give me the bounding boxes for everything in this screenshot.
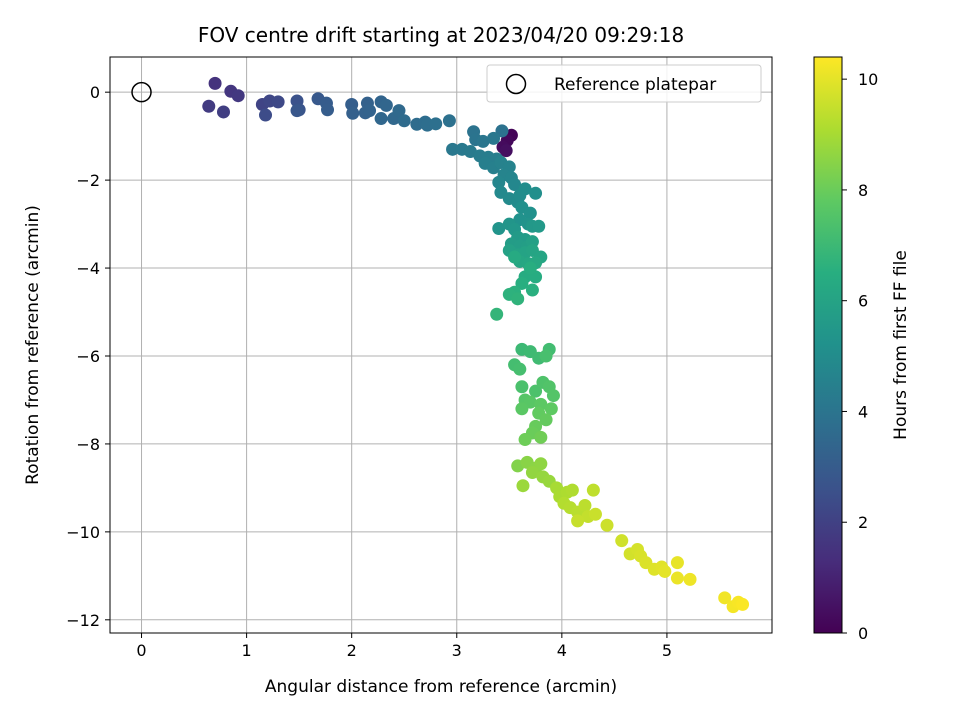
- data-point: [259, 108, 273, 122]
- data-point: [374, 112, 388, 126]
- x-tick-label: 5: [662, 641, 672, 660]
- y-axis: 0 −2 −4 −6 −8 −10 −12: [66, 83, 110, 630]
- data-point: [429, 117, 443, 131]
- data-point: [492, 175, 506, 189]
- y-tick-label: −6: [76, 347, 100, 366]
- data-point: [600, 518, 614, 532]
- data-point: [571, 514, 585, 528]
- data-point: [588, 507, 602, 521]
- data-point: [231, 89, 245, 103]
- data-point: [658, 564, 672, 578]
- y-tick-label: −4: [76, 259, 100, 278]
- data-point: [321, 103, 335, 117]
- data-point: [615, 534, 629, 548]
- y-tick-label: −12: [66, 611, 100, 630]
- data-point: [578, 498, 592, 512]
- data-point: [392, 104, 406, 118]
- data-point: [525, 466, 539, 480]
- data-point: [683, 572, 697, 586]
- data-point: [736, 597, 750, 611]
- colorbar-tick-label: 0: [858, 624, 868, 643]
- data-point: [290, 104, 304, 118]
- chart-title: FOV centre drift starting at 2023/04/20 …: [198, 23, 684, 47]
- data-point: [534, 430, 548, 444]
- plot-frame: [109, 56, 773, 634]
- colorbar-ticks: 0 2 4 6 8 10: [842, 70, 878, 643]
- grid: [110, 57, 772, 633]
- data-point: [476, 134, 490, 148]
- data-point: [208, 76, 222, 90]
- data-point: [515, 276, 529, 290]
- legend-label: Reference platepar: [554, 75, 716, 95]
- colorbar-tick-label: 10: [858, 70, 878, 89]
- reference-marker-layer: [131, 81, 152, 103]
- data-point: [516, 479, 530, 493]
- data-point: [529, 186, 543, 200]
- x-tick-label: 4: [557, 641, 567, 660]
- legend-box: [486, 64, 762, 103]
- data-point: [513, 362, 527, 376]
- colorbar-tick-label: 6: [858, 292, 868, 311]
- data-point: [202, 99, 216, 113]
- colorbar-gradient: [813, 56, 843, 634]
- data-point: [216, 105, 230, 119]
- legend: Reference platepar: [486, 64, 762, 103]
- x-tick-label: 2: [347, 641, 357, 660]
- data-point: [546, 389, 560, 403]
- data-point: [544, 402, 558, 416]
- colorbar-tick-label: 2: [858, 513, 868, 532]
- data-point: [518, 433, 532, 447]
- data-point: [534, 457, 548, 471]
- y-tick-label: 0: [90, 83, 100, 102]
- x-axis-label: Angular distance from reference (arcmin): [265, 677, 617, 697]
- y-tick-label: −2: [76, 171, 100, 190]
- colorbar: 0 2 4 6 8 10 Hours from first FF file: [813, 56, 911, 643]
- data-point: [490, 307, 504, 321]
- data-point: [446, 142, 460, 156]
- data-point: [492, 221, 506, 235]
- data-point: [442, 114, 456, 128]
- data-point: [511, 292, 525, 306]
- data-point: [271, 95, 285, 109]
- data-point: [508, 178, 522, 192]
- reference-marker: [131, 81, 152, 103]
- colorbar-tick-label: 8: [858, 181, 868, 200]
- x-tick-label: 0: [136, 641, 146, 660]
- data-point: [586, 483, 600, 497]
- data-point: [499, 144, 513, 158]
- legend-marker: [505, 73, 527, 95]
- data-points: [202, 76, 750, 614]
- data-point: [346, 106, 360, 120]
- data-point: [670, 571, 684, 585]
- data-point: [539, 349, 553, 363]
- x-tick-label: 3: [452, 641, 462, 660]
- data-point: [532, 219, 546, 233]
- y-axis-label: Rotation from reference (arcmin): [23, 205, 43, 485]
- x-axis: 0 1 2 3 4 5: [136, 633, 672, 660]
- data-point: [718, 591, 732, 605]
- data-point: [523, 206, 537, 220]
- data-point: [515, 380, 529, 394]
- colorbar-tick-label: 4: [858, 402, 868, 421]
- data-point: [539, 413, 553, 427]
- data-point: [670, 556, 684, 570]
- data-point: [397, 114, 411, 128]
- data-point: [529, 384, 543, 398]
- data-point: [515, 402, 529, 416]
- y-tick-label: −8: [76, 435, 100, 454]
- data-point: [523, 261, 537, 275]
- data-point: [565, 483, 579, 497]
- data-point: [379, 98, 393, 112]
- data-point: [518, 182, 532, 196]
- data-point: [487, 131, 501, 145]
- data-point: [495, 124, 509, 138]
- colorbar-label: Hours from first FF file: [891, 250, 911, 440]
- y-tick-label: −10: [66, 523, 100, 542]
- data-point: [525, 283, 539, 297]
- data-point: [508, 250, 522, 264]
- data-point: [363, 104, 377, 118]
- x-tick-label: 1: [242, 641, 252, 660]
